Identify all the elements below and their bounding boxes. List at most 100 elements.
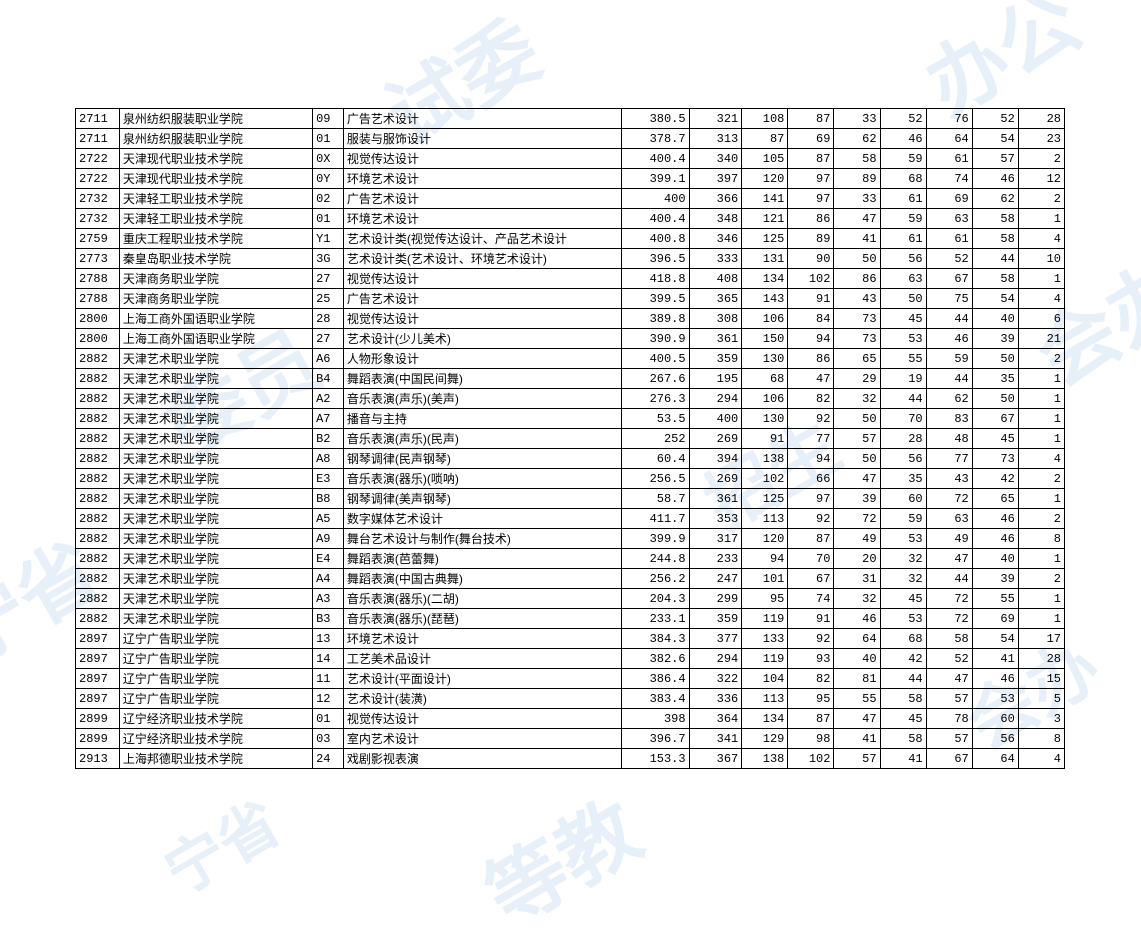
table-cell: 69 [788,129,834,149]
data-table: 2711泉州纺织服装职业学院09广告艺术设计380.53211088733527… [75,108,1065,769]
table-cell: 41 [834,229,880,249]
table-cell: 2882 [76,569,120,589]
table-cell: 256.2 [621,569,689,589]
table-cell: 辽宁广告职业学院 [119,649,312,669]
table-cell: 2882 [76,369,120,389]
table-cell: B4 [313,369,344,389]
table-cell: 60 [972,709,1018,729]
table-cell: 11 [313,669,344,689]
table-cell: 67 [972,409,1018,429]
table-cell: 113 [742,509,788,529]
table-cell: 音乐表演(器乐)(唢呐) [343,469,621,489]
table-cell: 104 [742,669,788,689]
table-cell: E4 [313,549,344,569]
table-cell: 394 [689,449,742,469]
table-cell: 74 [788,589,834,609]
table-cell: 54 [972,629,1018,649]
table-row: 2722天津现代职业技术学院0Y环境艺术设计399.13971209789687… [76,169,1065,189]
table-cell: 天津艺术职业学院 [119,369,312,389]
table-cell: 72 [834,509,880,529]
table-cell: 2882 [76,549,120,569]
table-row: 2882天津艺术职业学院B3音乐表演(器乐)(琵琶)233.1359119914… [76,609,1065,629]
table-cell: 92 [788,629,834,649]
table-cell: 384.3 [621,629,689,649]
table-cell: 120 [742,529,788,549]
table-cell: 8 [1018,729,1064,749]
table-cell: 2882 [76,429,120,449]
table-cell: 82 [788,669,834,689]
table-cell: 44 [972,249,1018,269]
table-cell: 60 [880,489,926,509]
table-row: 2882天津艺术职业学院E3音乐表演(器乐)(唢呐)256.5269102664… [76,469,1065,489]
table-cell: 400.5 [621,349,689,369]
table-cell: 76 [926,109,972,129]
table-cell: 396.5 [621,249,689,269]
table-cell: 上海邦德职业技术学院 [119,749,312,769]
table-cell: 艺术设计(少儿美术) [343,329,621,349]
table-cell: 120 [742,169,788,189]
table-cell: 46 [880,129,926,149]
data-table-container: 2711泉州纺织服装职业学院09广告艺术设计380.53211088733527… [75,108,1065,769]
table-cell: 68 [880,629,926,649]
table-cell: 60.4 [621,449,689,469]
table-cell: 46 [926,329,972,349]
table-cell: 53 [880,609,926,629]
table-cell: 70 [880,409,926,429]
table-cell: 397 [689,169,742,189]
table-cell: 361 [689,329,742,349]
table-cell: 2913 [76,749,120,769]
table-cell: 2897 [76,669,120,689]
table-cell: 366 [689,189,742,209]
table-cell: 1 [1018,269,1064,289]
table-cell: 54 [972,289,1018,309]
table-cell: 27 [313,329,344,349]
table-cell: 2800 [76,329,120,349]
table-cell: 97 [788,189,834,209]
table-cell: 天津现代职业技术学院 [119,149,312,169]
table-cell: 35 [880,469,926,489]
table-row: 2711泉州纺织服装职业学院09广告艺术设计380.53211088733527… [76,109,1065,129]
table-cell: 77 [788,429,834,449]
table-cell: 重庆工程职业技术学院 [119,229,312,249]
table-row: 2882天津艺术职业学院A7播音与主持53.540013092507083671 [76,409,1065,429]
table-cell: 108 [742,109,788,129]
table-cell: 129 [742,729,788,749]
table-cell: 321 [689,109,742,129]
table-cell: 艺术设计类(艺术设计、环境艺术设计) [343,249,621,269]
table-cell: 399.9 [621,529,689,549]
table-cell: 2882 [76,349,120,369]
table-cell: 400.8 [621,229,689,249]
table-cell: 53 [880,329,926,349]
watermark-text: 宁省 [146,776,293,911]
table-cell: 4 [1018,749,1064,769]
table-cell: 0X [313,149,344,169]
table-cell: 62 [834,129,880,149]
table-cell: 383.4 [621,689,689,709]
table-cell: 44 [880,389,926,409]
table-cell: 102 [788,269,834,289]
table-cell: 2800 [76,309,120,329]
table-row: 2899辽宁经济职业技术学院01视觉传达设计398364134874745786… [76,709,1065,729]
table-row: 2882天津艺术职业学院A4舞蹈表演(中国古典舞)256.22471016731… [76,569,1065,589]
table-cell: 2899 [76,729,120,749]
table-cell: 72 [926,609,972,629]
table-cell: 58 [880,689,926,709]
table-cell: 32 [880,569,926,589]
table-cell: 313 [689,129,742,149]
table-cell: 102 [742,469,788,489]
table-row: 2882天津艺术职业学院A9舞台艺术设计与制作(舞台技术)399.9317120… [76,529,1065,549]
table-cell: 28 [1018,109,1064,129]
table-cell: 39 [834,489,880,509]
table-cell: 67 [926,269,972,289]
table-cell: 52 [926,249,972,269]
table-cell: 399.1 [621,169,689,189]
table-cell: E3 [313,469,344,489]
table-cell: 102 [788,749,834,769]
table-cell: 57 [972,149,1018,169]
table-cell: 233.1 [621,609,689,629]
table-cell: 322 [689,669,742,689]
table-cell: 2897 [76,689,120,709]
table-row: 2897辽宁广告职业学院12艺术设计(装潢)383.43361139555585… [76,689,1065,709]
table-cell: 92 [788,509,834,529]
table-cell: 106 [742,309,788,329]
